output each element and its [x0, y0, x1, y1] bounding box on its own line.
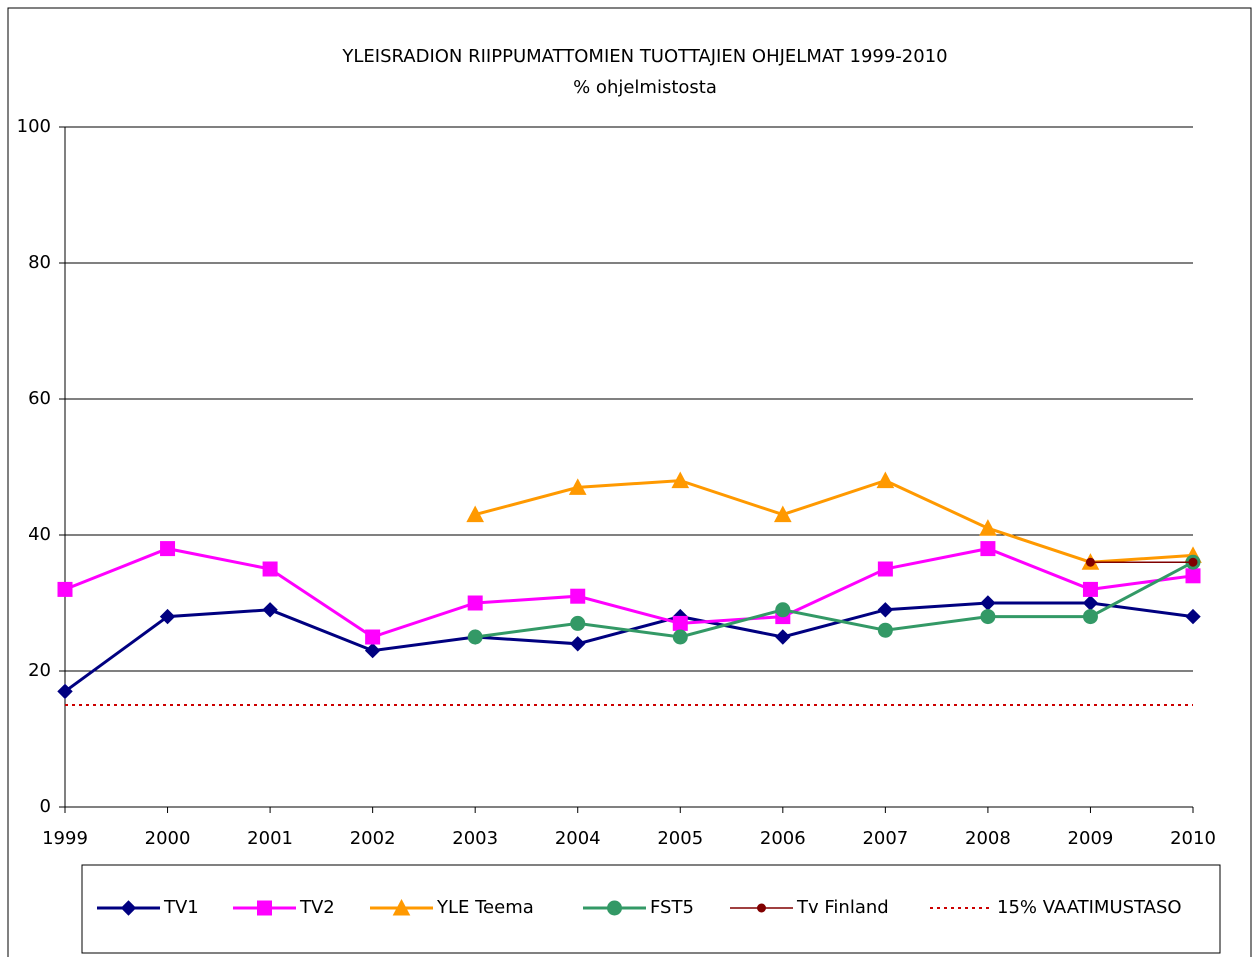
data-point	[1085, 557, 1095, 567]
data-point	[160, 541, 176, 557]
legend-marker	[757, 903, 766, 913]
data-point	[466, 505, 485, 523]
data-point	[979, 519, 997, 536]
x-tick-label: 2003	[452, 828, 498, 849]
x-tick-label: 2000	[145, 828, 191, 849]
data-point	[467, 629, 483, 645]
series-line	[64, 547, 1194, 639]
x-tick-label: 2008	[965, 828, 1011, 849]
legend-marker	[257, 900, 272, 916]
x-tick-label: 2001	[247, 828, 293, 849]
data-point	[672, 629, 688, 645]
x-tick-label: 1999	[42, 828, 88, 849]
data-point	[877, 602, 894, 618]
legend-label: FST5	[650, 897, 694, 918]
data-point	[980, 609, 996, 625]
data-point	[1082, 609, 1098, 625]
data-point	[671, 471, 690, 489]
data-point	[568, 478, 587, 495]
data-point	[467, 595, 483, 611]
legend-label: TV1	[163, 897, 199, 918]
x-tick-label: 2002	[350, 828, 396, 849]
data-point	[773, 505, 792, 523]
x-tick-label: 2007	[862, 828, 908, 849]
data-point	[775, 629, 791, 645]
x-tick-label: 2006	[760, 828, 806, 849]
chart-title: YLEISRADION RIIPPUMATTOMIEN TUOTTAJIEN O…	[341, 46, 947, 67]
data-point	[364, 642, 381, 659]
data-point	[262, 602, 278, 618]
y-tick-label: 80	[28, 252, 51, 273]
y-tick-label: 40	[28, 524, 51, 545]
data-point	[877, 622, 893, 638]
legend-label: Tv Finland	[796, 897, 889, 918]
data-point	[672, 615, 688, 631]
legend-label: TV2	[299, 897, 335, 918]
y-tick-label: 100	[17, 116, 51, 137]
y-tick-label: 0	[40, 796, 51, 817]
y-tick-label: 20	[28, 660, 51, 681]
data-point	[1185, 608, 1201, 625]
data-point	[1188, 557, 1198, 567]
series-line	[474, 560, 1194, 639]
legend-marker	[392, 898, 411, 916]
data-point	[1185, 568, 1201, 584]
data-point	[159, 608, 176, 625]
x-tick-label: 2010	[1170, 828, 1216, 849]
chart-subtitle: % ohjelmistosta	[573, 77, 717, 98]
x-tick-label: 2005	[657, 828, 703, 849]
legend-marker	[120, 900, 137, 916]
data-point	[1082, 581, 1098, 597]
data-point	[570, 636, 586, 652]
y-tick-label: 60	[28, 388, 51, 409]
legend-marker	[607, 900, 622, 916]
data-point	[262, 561, 278, 577]
data-point	[980, 541, 996, 557]
data-point	[775, 602, 791, 618]
legend-label: 15% VAATIMUSTASO	[997, 897, 1182, 918]
data-point	[57, 581, 73, 597]
x-tick-label: 2004	[555, 828, 601, 849]
data-point	[570, 615, 586, 631]
data-point	[365, 629, 381, 645]
x-tick-label: 2009	[1068, 828, 1114, 849]
series-line	[474, 478, 1194, 564]
data-point	[57, 683, 73, 700]
data-point	[877, 561, 893, 577]
data-point	[570, 588, 586, 604]
legend-label: YLE Teema	[436, 897, 534, 918]
data-point	[876, 471, 895, 489]
